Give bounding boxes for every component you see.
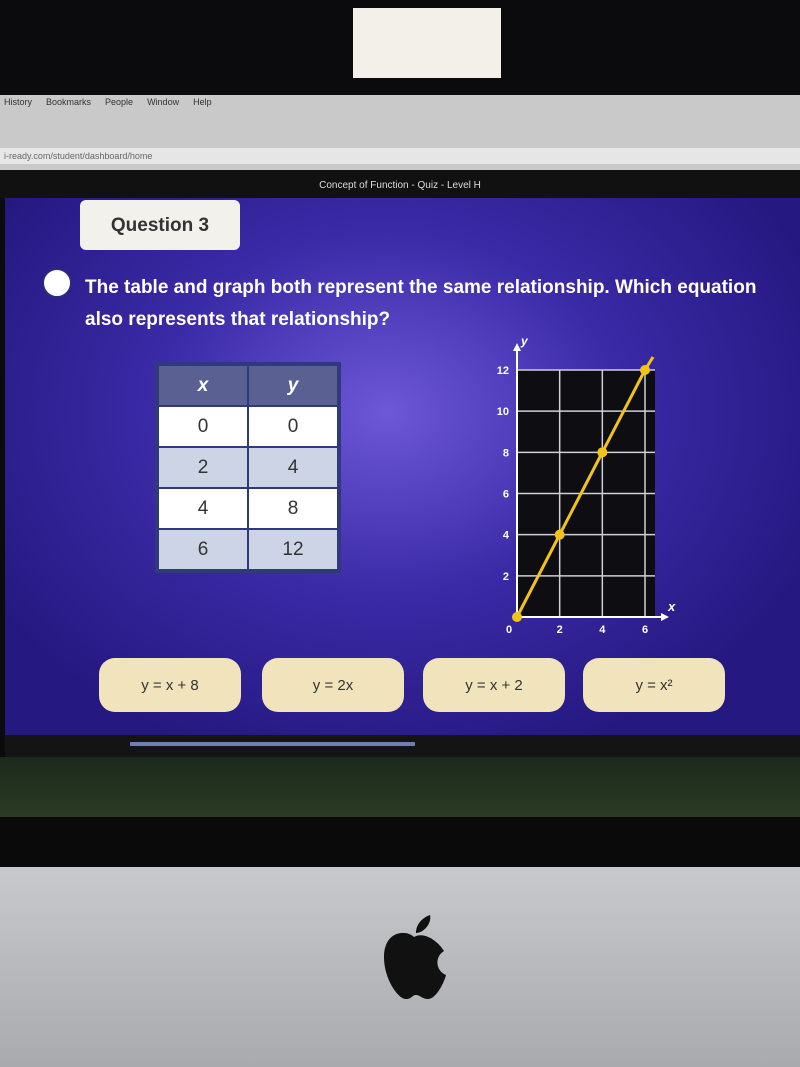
sticky-note	[353, 8, 501, 78]
y-tick-label: 8	[503, 447, 509, 459]
header-cell: y	[247, 363, 340, 407]
menu-item[interactable]: Help	[193, 97, 212, 107]
y-tick-label: 4	[503, 530, 510, 542]
y-tick-label: 12	[497, 365, 509, 377]
question-label: Question 3	[80, 200, 240, 250]
x-tick-label: 0	[506, 624, 512, 636]
table-cell: 6	[156, 528, 249, 572]
table-cell: 8	[247, 487, 340, 530]
table-cell: 12	[247, 528, 340, 572]
table-cell: 4	[247, 446, 340, 489]
axis-arrow	[513, 343, 521, 351]
address-bar[interactable]: i-ready.com/student/dashboard/home	[0, 148, 800, 164]
y-tick-label: 2	[503, 571, 509, 583]
table-cell: 2	[156, 446, 249, 489]
answer-choice[interactable]: y = x + 2	[423, 658, 565, 712]
quiz-panel	[5, 198, 800, 735]
table-cell: 4	[156, 487, 249, 530]
x-tick-label: 2	[557, 624, 563, 636]
x-tick-label: 4	[599, 624, 606, 636]
audio-button[interactable]	[42, 268, 72, 298]
table-row: 6 12	[156, 528, 340, 572]
dock	[0, 757, 800, 817]
data-point	[640, 365, 650, 375]
y-axis-label: y	[520, 335, 529, 348]
answer-choice[interactable]: y = x + 8	[99, 658, 241, 712]
answer-choice[interactable]: y = x²	[583, 658, 725, 712]
menu-item[interactable]: History	[4, 97, 33, 107]
graph: 2 4 6 8 10 12 0 2 4 6 y x	[497, 335, 676, 636]
menu-item[interactable]: Window	[147, 97, 180, 107]
bezel	[0, 817, 800, 867]
question-text: The table and graph both represent the s…	[85, 277, 757, 330]
data-point	[512, 612, 522, 622]
data-point	[554, 529, 565, 540]
data-point	[597, 447, 608, 458]
apple-logo	[384, 915, 446, 999]
y-tick-label: 6	[503, 489, 509, 501]
data-line	[515, 369, 647, 618]
x-axis-label: x	[667, 599, 676, 614]
player-controls	[5, 735, 800, 757]
y-tick-label: 10	[497, 406, 509, 418]
menu-bar: History Bookmarks People Window Help	[0, 97, 800, 111]
axis-arrow	[661, 613, 669, 621]
menu-item[interactable]: Bookmarks	[46, 97, 92, 107]
progress-bar[interactable]	[130, 742, 415, 746]
table-cell: 0	[156, 405, 249, 448]
x-tick-label: 6	[642, 624, 648, 636]
answer-choice[interactable]: y = 2x	[262, 658, 404, 712]
value-table: x y 0 0 2 4 4 8 6 12	[155, 362, 341, 573]
header-cell: x	[156, 363, 249, 407]
menu-item[interactable]: People	[105, 97, 134, 107]
quiz-title: Concept of Function - Quiz - Level H	[0, 170, 800, 198]
table-cell: 0	[247, 405, 340, 448]
